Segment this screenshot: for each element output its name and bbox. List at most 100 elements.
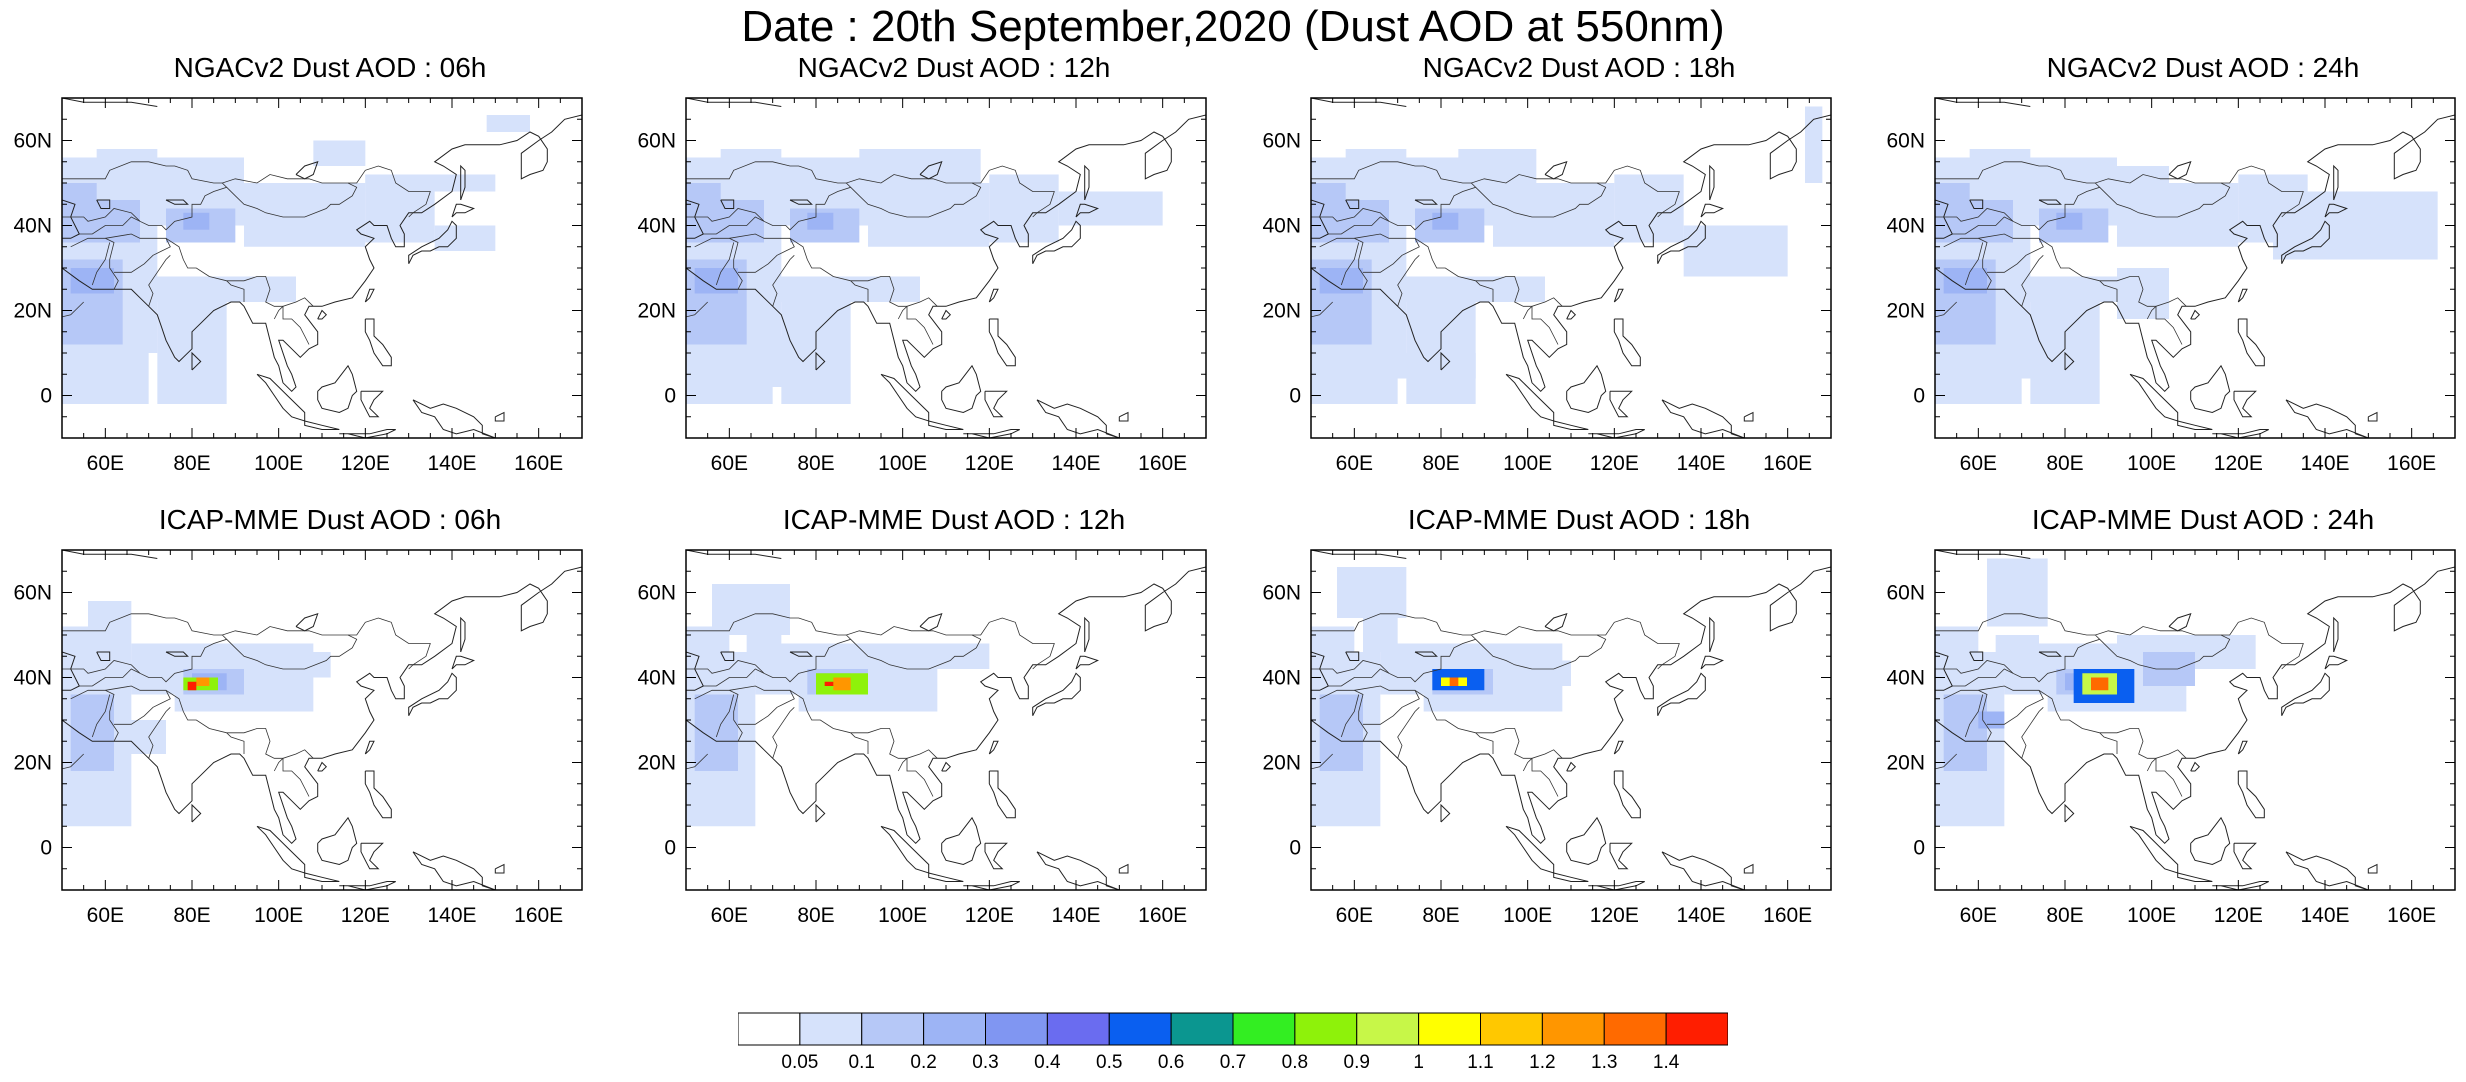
country-border [273, 306, 284, 320]
country-border [789, 237, 938, 307]
lat-tick-label: 60N [1886, 582, 1925, 605]
country-border [2021, 255, 2044, 307]
colorbar-label: 1 [1413, 1052, 1424, 1073]
coastline [317, 364, 358, 414]
lat-tick-label: 20N [1262, 752, 1301, 775]
coastline [1553, 420, 1589, 430]
coastline [1311, 199, 1329, 239]
coastline [2367, 411, 2378, 422]
aod-cell [1493, 183, 1615, 247]
borders [686, 613, 1055, 797]
country-border [1952, 668, 2014, 687]
colorbar-labels: 0.05 0.1 0.2 0.3 0.4 0.5 0.6 0.7 0.8 0.9 1 1.1 1.2 1.… [0, 1052, 2466, 1082]
panel-title: NGACv2 Dust AOD : 12h [797, 52, 1111, 83]
coastline [494, 411, 505, 422]
borders [62, 613, 431, 797]
lat-tick-label: 20N [13, 300, 52, 323]
colorbar-label: 0.5 [1096, 1052, 1123, 1073]
country-border [79, 216, 141, 235]
country-border [2021, 707, 2044, 759]
colorbar-box [1418, 1012, 1481, 1046]
lon-tick-label: 100E [254, 904, 303, 927]
colorbar-box [985, 1012, 1048, 1046]
borders [1311, 161, 1680, 345]
coastline [2333, 616, 2339, 653]
coastline [1935, 566, 2455, 845]
map-plot: 60E 80E 100E 120E 140E 160E 60N 40N 20N 0 [1886, 549, 2456, 927]
coastline [2233, 842, 2257, 870]
coastline [686, 651, 704, 691]
lat-tick-label: 40N [13, 215, 52, 238]
coastline [256, 825, 306, 874]
lat-tick-label: 40N [13, 667, 52, 690]
coastline [880, 373, 930, 422]
lat-tick-label: 20N [1886, 300, 1925, 323]
country-border [1354, 233, 1420, 273]
aod-cell [1987, 558, 2048, 627]
country-border [772, 707, 795, 759]
colorbar-label: 0.2 [910, 1052, 937, 1073]
colorbar-box [1170, 1012, 1234, 1046]
country-border [1311, 753, 1333, 770]
lon-tick-label: 80E [1422, 452, 1459, 475]
coastlines [1935, 98, 2455, 438]
coastline [1036, 851, 1120, 890]
coastlines [1311, 98, 1831, 438]
coastline [1709, 164, 1715, 201]
country-border [1311, 626, 1607, 683]
lon-tick-label: 140E [1051, 904, 1100, 927]
country-border [1935, 301, 1957, 318]
coastline [364, 770, 392, 819]
country-border [729, 685, 795, 725]
country-border [1311, 301, 1333, 318]
aod-cell [2117, 268, 2169, 319]
lon-tick-label: 160E [2387, 904, 2436, 927]
map-plot: 60E 80E 100E 120E 140E 160E 60N 40N 20N 0 [13, 549, 583, 927]
aod-cell [1380, 353, 1476, 379]
colorbar-label: 0.3 [972, 1052, 999, 1073]
country-border [2038, 689, 2187, 759]
country-border [2099, 732, 2118, 754]
map-plot: 60E 80E 100E 120E 140E 160E 60N 40N 20N 0 [1262, 549, 1832, 927]
country-border [70, 689, 119, 742]
lat-tick-label: 0 [1913, 385, 1925, 408]
aod-cell [2091, 677, 2109, 691]
lat-tick-label: 40N [637, 667, 676, 690]
country-border [789, 689, 938, 759]
lat-tick-label: 20N [1886, 752, 1925, 775]
country-border [850, 280, 869, 302]
country-border [148, 255, 171, 307]
coastline [1566, 364, 1607, 414]
coastline [1075, 655, 1100, 670]
coastline [364, 740, 375, 755]
map-panel: ICAP-MME Dust AOD : 24h 60E 80E 100E 120E 140… [1873, 502, 2466, 932]
aod-cell [88, 601, 132, 652]
lon-tick-label: 60E [1960, 904, 1997, 927]
coastline [408, 672, 457, 717]
country-border [1935, 161, 2096, 184]
aod-field [1935, 149, 2438, 404]
aod-cell [1683, 225, 1788, 277]
coastline [1609, 390, 1633, 418]
lon-tick-label: 80E [173, 904, 210, 927]
colorbar-box [1665, 1012, 1728, 1046]
coastline [2064, 351, 2075, 371]
coastline [1075, 203, 1100, 218]
colorbar-label: 1.3 [1591, 1052, 1618, 1073]
lon-tick-label: 120E [965, 904, 1014, 927]
country-border [1340, 242, 1360, 286]
aod-cell [96, 149, 158, 209]
lon-tick-label: 140E [1676, 904, 1725, 927]
coastline [2212, 429, 2269, 438]
lon-tick-label: 100E [878, 904, 927, 927]
map-panel: ICAP-MME Dust AOD : 18h 60E 80E 100E 120E 140… [1249, 502, 1849, 932]
coastline [928, 872, 964, 882]
country-border [226, 280, 245, 302]
lon-tick-label: 100E [2127, 904, 2176, 927]
country-border [62, 613, 223, 636]
coastline [408, 220, 457, 265]
aod-cell [1363, 609, 1398, 652]
lon-tick-label: 80E [173, 452, 210, 475]
aod-cell [244, 183, 366, 247]
coastline [963, 881, 1020, 890]
